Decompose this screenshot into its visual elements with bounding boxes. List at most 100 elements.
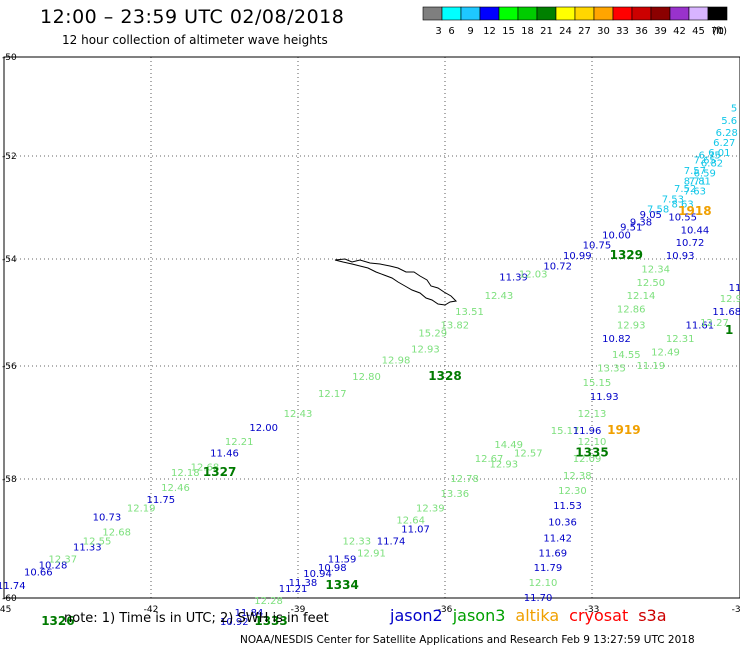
wave-height-reading: 12.28: [254, 596, 283, 607]
map-title: 12:00 – 23:59 UTC 02/08/2018: [40, 6, 345, 28]
satellite-legend: jason2 jason3 altika cryosat s3a: [390, 606, 677, 625]
wave-height-reading: 6.27: [713, 138, 735, 149]
wave-height-reading: 11.: [729, 283, 740, 294]
wave-height-reading: 12.86: [617, 305, 646, 316]
satellite-jason2: jason2: [390, 606, 443, 625]
wave-height-reading: 12.46: [161, 483, 190, 494]
wave-height-reading: 7.63: [684, 187, 706, 198]
wave-height-readings: 11.7410.6610.2811.3312.3712.5512.6810.73…: [0, 103, 740, 628]
track-pass-label: 1327: [203, 465, 236, 479]
wave-height-reading: 13.82: [440, 321, 469, 332]
wave-height-reading: 15.17: [551, 426, 580, 437]
wave-height-reading: 13.36: [440, 489, 469, 500]
legend-label: 39: [654, 26, 667, 37]
color-legend: 3 6 9 12 15 18 21 24 27 30 33 36 39 42 45 70(ft): [422, 6, 728, 37]
wave-height-reading: 11.79: [534, 563, 563, 574]
wave-height-reading: 7.65: [694, 156, 716, 167]
legend-label: 12: [483, 26, 496, 37]
legend-label: 36: [635, 26, 648, 37]
wave-height-reading: 10.28: [39, 560, 68, 571]
wave-height-reading: 12.38: [563, 471, 592, 482]
wave-height-reading: 10.98: [318, 563, 347, 574]
legend-swatch: [631, 6, 652, 21]
legend-label: 30: [597, 26, 610, 37]
legend-swatch: [460, 6, 481, 21]
wave-height-reading: 11.21: [279, 584, 308, 595]
wave-height-reading: 7.52: [674, 184, 696, 195]
wave-height-reading: 12.13: [578, 409, 607, 420]
wave-height-reading: 13.35: [597, 364, 626, 375]
wave-height-reading: 10.73: [93, 513, 122, 524]
wave-height-reading: 10.00: [602, 230, 631, 241]
wave-height-reading: 12.50: [636, 278, 665, 289]
latitude-label: -60: [2, 594, 17, 604]
wave-height-reading: 12.21: [225, 437, 254, 448]
legend-swatch: [517, 6, 538, 21]
legend-label: 27: [578, 26, 591, 37]
legend-swatch: [707, 6, 728, 21]
wave-height-reading: 9.05: [640, 210, 662, 221]
legend-label: 45: [692, 26, 705, 37]
wave-height-reading: 12.00: [249, 423, 278, 434]
wave-height-reading: 13.51: [455, 307, 484, 318]
wave-height-reading: 7.81: [689, 176, 711, 187]
wave-height-reading: 5.6: [721, 116, 737, 127]
wave-height-reading: 12.14: [627, 291, 656, 302]
satellite-jason3: jason3: [452, 606, 506, 625]
wave-height-reading: 11.19: [636, 361, 665, 372]
wave-height-reading: 6.75: [698, 151, 720, 162]
wave-height-reading: 12.93: [489, 460, 518, 471]
wave-height-reading: 11.33: [73, 542, 102, 553]
wave-height-reading: 10.55: [668, 212, 697, 223]
wave-height-reading: 12.10: [529, 578, 558, 589]
wave-height-reading: 12.30: [558, 486, 587, 497]
wave-height-reading: 12.19: [127, 504, 156, 515]
wave-height-reading: 12.68: [191, 463, 220, 474]
wave-height-reading: 15.15: [583, 378, 612, 389]
wave-height-reading: 10.36: [548, 517, 577, 528]
wave-height-reading: 11.53: [553, 501, 582, 512]
legend-label: 70: [711, 26, 724, 37]
wave-height-reading: 11.38: [289, 578, 318, 589]
legend-swatch: [593, 6, 614, 21]
wave-height-reading: 12.09: [573, 454, 602, 465]
wave-height-reading: 11.93: [590, 392, 619, 403]
wave-height-reading: 10.66: [24, 567, 53, 578]
wave-height-reading: 12.55: [83, 536, 112, 547]
satellite-altika: altika: [515, 606, 560, 625]
track-pass-label: 1: [725, 323, 733, 337]
wave-height-reading: 11.39: [499, 272, 528, 283]
wave-height-reading: 12.49: [651, 347, 680, 358]
legend-swatch: [536, 6, 557, 21]
wave-height-reading: 12.43: [284, 409, 313, 420]
wave-height-reading: 11.46: [210, 448, 239, 459]
wave-height-reading: 12.68: [102, 528, 131, 539]
map-subtitle: 12 hour collection of altimeter wave hei…: [62, 33, 328, 47]
wave-height-reading: 6.28: [716, 128, 738, 139]
longitude-label: -45: [0, 605, 11, 615]
legend-label: 21: [540, 26, 553, 37]
track-pass-label: 1329: [610, 248, 643, 262]
footer-note: note: 1) Time is in UTC; 2) SWH is in fe…: [64, 611, 329, 626]
wave-height-reading: 10.82: [602, 334, 631, 345]
legend-label: 33: [616, 26, 629, 37]
wave-height-reading: 9.38: [630, 218, 652, 229]
wave-height-reading: 6.01: [708, 148, 730, 159]
wave-height-reading: 12.10: [578, 437, 607, 448]
wave-height-reading: 10.72: [543, 262, 572, 273]
south-georgia-island-outline: [334, 258, 458, 306]
legend-swatch: [688, 6, 709, 21]
satellite-s3a: s3a: [638, 606, 667, 625]
legend-label: 9: [467, 26, 473, 37]
wave-height-reading: 12.98: [382, 355, 411, 366]
wave-height-reading: 7.53: [662, 194, 684, 205]
credit-line: NOAA/NESDIS Center for Satellite Applica…: [240, 634, 695, 646]
wave-height-reading: 11.42: [543, 533, 572, 544]
wave-height-reading: 12.57: [514, 448, 543, 459]
wave-height-reading: 5: [731, 103, 737, 114]
wave-height-reading: 14.49: [494, 440, 523, 451]
wave-height-reading: 11.61: [685, 321, 714, 332]
legend-label: 18: [521, 26, 534, 37]
legend-label: 42: [673, 26, 686, 37]
